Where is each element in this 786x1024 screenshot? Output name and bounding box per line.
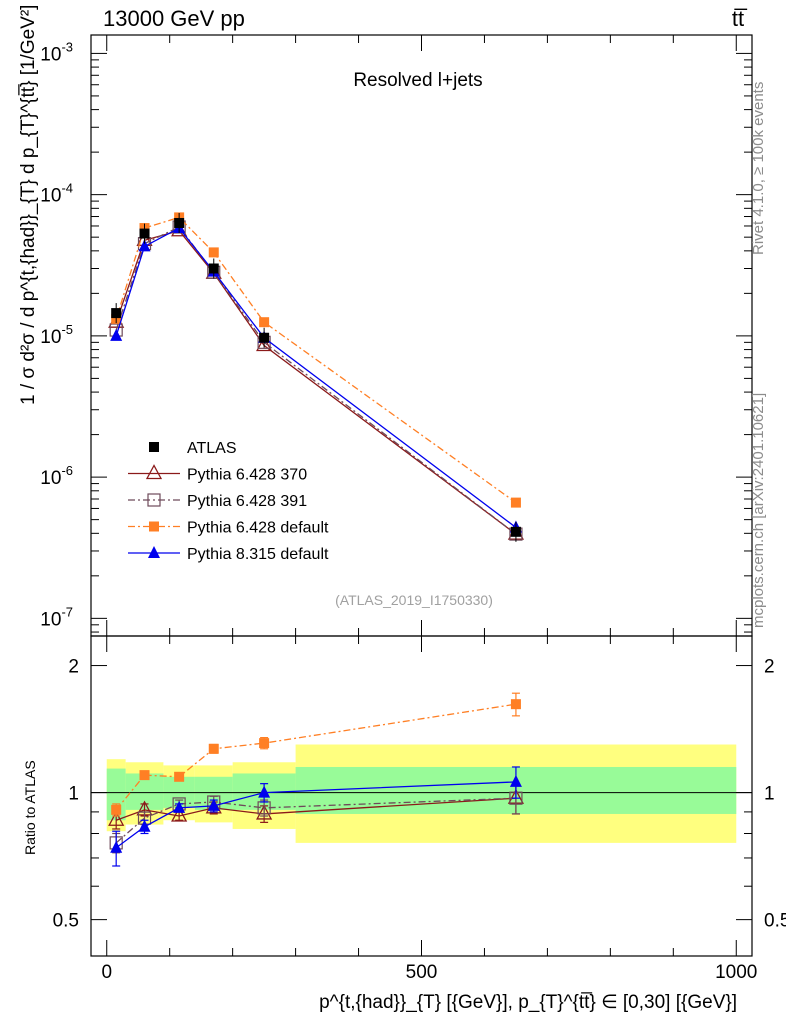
data-point-p370 (256, 336, 273, 352)
ratio-line-pdef (115, 703, 517, 811)
ratio-point-pdef (111, 804, 122, 815)
ratio-plot-series (108, 692, 525, 867)
ratio-point-p8 (110, 840, 123, 853)
series-line-p8 (115, 227, 517, 528)
legend-label-p370: Pythia 6.428 370 (187, 467, 307, 484)
data-point-pdef (208, 247, 219, 258)
ratio-line-p391 (115, 797, 516, 844)
data-point-atlas (510, 526, 521, 537)
mcplots-label: mcplots.cern.ch [arXiv:2401.10621] (750, 393, 767, 628)
legend-marker-atlas (149, 442, 159, 452)
data-point-atlas (111, 308, 122, 319)
ratio-point-p8 (207, 798, 220, 811)
ratio-point-p370 (256, 804, 273, 820)
ratio-point-pdef (259, 738, 270, 749)
legend-marker-p370 (145, 464, 163, 480)
series-line-p370 (115, 230, 517, 535)
series-line-pdef (115, 216, 517, 504)
data-point-p8 (138, 239, 151, 252)
ratio-point-pdef (510, 699, 521, 710)
legend-marker-p8 (148, 546, 160, 558)
series-line-p391 (115, 226, 517, 535)
ratio-point-p370 (171, 806, 188, 822)
data-point-pdef (510, 497, 521, 508)
rivet-version-label: Rivet 4.1.0, ≥ 100k events (750, 82, 767, 255)
main-y-axis-label: 1 / σ d²σ / d p^{t,{had}}_{T} d p_{T}^{t… (18, 5, 39, 405)
legend-label-p8: Pythia 8.315 default (187, 546, 329, 563)
process-label: tt̅ (732, 6, 748, 31)
ratio-point-p8 (509, 774, 522, 787)
ratio-point-p370 (108, 810, 125, 826)
x-axis-label: p^{t,{had}}_{T} [{GeV}], p_{T}^{tt̅} ∈ [… (319, 992, 737, 1013)
data-point-atlas (259, 332, 270, 343)
ratio-y-axis-label: Ratio to ATLAS (22, 760, 38, 855)
x-axis-ticks: 0 500 1000 (101, 35, 757, 983)
ratio-point-p8 (138, 819, 151, 832)
ratio-point-p8 (258, 785, 271, 798)
main-y-tick-label: 10-4 (40, 181, 73, 207)
ratio-y-tick-label-left: 0.5 (53, 911, 79, 932)
legend: ATLAS Pythia 6.428 370 Pythia 6.428 391 Pyt… (128, 440, 329, 563)
legend-label-p391: Pythia 6.428 391 (187, 493, 307, 510)
x-tick-label: 1000 (715, 962, 757, 983)
main-y-tick-label: 10-6 (40, 463, 73, 489)
main-plot-series (108, 212, 525, 542)
legend-marker-pdef (149, 521, 159, 532)
ratio-y-tick-label-right: 1 (764, 784, 775, 805)
ratio-y-tick-label-left: 1 (68, 784, 79, 805)
data-point-atlas (139, 228, 150, 239)
main-y-tick-label: 10-5 (40, 322, 73, 348)
collision-energy-label: 13000 GeV pp (103, 6, 245, 31)
ratio-point-pdef (139, 770, 150, 781)
legend-marker-p391 (147, 493, 161, 507)
ratio-point-p8 (173, 800, 186, 813)
data-point-atlas (208, 263, 219, 274)
legend-label-pdef: Pythia 6.428 default (187, 520, 329, 537)
legend-label-atlas: ATLAS (187, 440, 237, 457)
data-point-atlas (174, 217, 185, 228)
plot-title: Resolved l+jets (353, 70, 482, 91)
analysis-id: (ATLAS_2019_I1750330) (335, 592, 493, 608)
x-tick-label: 500 (406, 962, 438, 983)
main-y-axis-ticks: 10-7 10-6 10-5 10-4 10-3 (40, 39, 752, 633)
ratio-y-tick-label-right: 2 (764, 657, 775, 678)
ratio-y-tick-label-right: 0.5 (764, 911, 786, 932)
data-point-pdef (259, 317, 270, 328)
x-tick-label: 0 (101, 962, 112, 983)
ratio-y-tick-label-left: 2 (68, 657, 79, 678)
data-point-p8 (110, 328, 123, 341)
main-y-tick-label: 10-7 (40, 604, 73, 630)
ratio-point-pdef (174, 771, 185, 782)
ratio-point-pdef (208, 743, 219, 754)
main-y-tick-label: 10-3 (40, 39, 73, 65)
